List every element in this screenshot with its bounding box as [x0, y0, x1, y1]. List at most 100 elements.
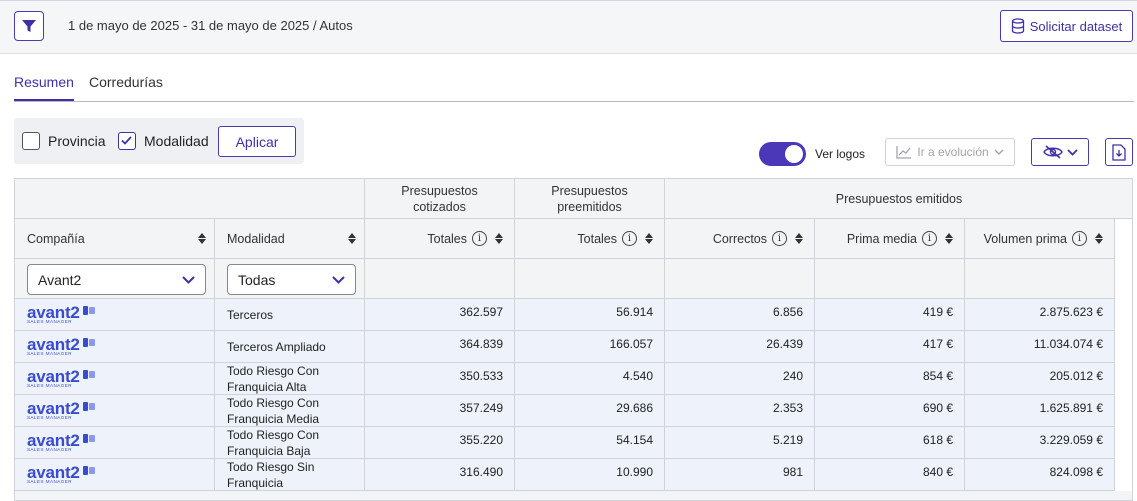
- cell-compania: avant2 SALES MANAGER: [15, 299, 215, 331]
- cell-preemitidos-totales: 54.154: [515, 427, 665, 459]
- sort-icon[interactable]: [1095, 233, 1103, 244]
- request-dataset-label: Solicitar dataset: [1029, 18, 1123, 34]
- modalidad-checkbox[interactable]: [118, 132, 136, 150]
- cell-modalidad: Terceros: [215, 299, 365, 331]
- column-visibility-button[interactable]: [1031, 138, 1089, 166]
- company-logo-text: avant2: [27, 463, 80, 482]
- cell-modalidad: Todo Riesgo Con Franquicia Alta: [215, 363, 365, 395]
- cell-compania: avant2 SALES MANAGER: [15, 427, 215, 459]
- filter-cell-modalidad: Todas: [215, 259, 365, 299]
- column-header-cotizados-totales[interactable]: Totales i: [365, 219, 515, 259]
- modalidad-filter-value: Todas: [238, 271, 276, 288]
- column-header-prima-media[interactable]: Prima media i: [815, 219, 965, 259]
- tab-resumen[interactable]: Resumen: [14, 74, 74, 101]
- chevron-down-icon: [332, 275, 345, 284]
- company-logo-text: avant2: [27, 431, 80, 450]
- cell-cotizados-totales: 350.533: [365, 363, 515, 395]
- cell-correctos: 5.219: [665, 427, 815, 459]
- company-logo-text: avant2: [27, 399, 80, 418]
- cell-preemitidos-totales: 56.914: [515, 299, 665, 331]
- tab-bar: Resumen Corredurías: [14, 72, 1134, 102]
- group-header-cotizados: Presupuestos cotizados: [365, 179, 515, 219]
- provincia-label: Provincia: [48, 133, 106, 149]
- filter-cell-compania: Avant2: [15, 259, 215, 299]
- company-logo-subtext: SALES MANAGER: [27, 415, 73, 420]
- cell-preemitidos-totales: 166.057: [515, 331, 665, 363]
- sort-icon[interactable]: [795, 233, 803, 244]
- go-to-evolution-button[interactable]: Ir a evolución: [885, 138, 1015, 166]
- modalidad-label: Modalidad: [144, 133, 209, 149]
- cell-correctos: 26.439: [665, 331, 815, 363]
- cell-correctos: 240: [665, 363, 815, 395]
- cell-prima-media: 618 €: [815, 427, 965, 459]
- show-logos-toggle[interactable]: [759, 142, 806, 166]
- cell-modalidad: Todo Riesgo Con Franquicia Media: [215, 395, 365, 427]
- sort-icon[interactable]: [495, 233, 503, 244]
- cell-volumen-prima: 3.229.059 €: [965, 427, 1115, 459]
- info-icon[interactable]: i: [622, 231, 637, 246]
- logo-mark-icon: [82, 306, 95, 315]
- cell-volumen-prima: 1.625.891 €: [965, 395, 1115, 427]
- company-logo-text: avant2: [27, 303, 80, 322]
- cell-correctos: 981: [665, 459, 815, 491]
- column-header-compania[interactable]: Compañía: [15, 219, 215, 259]
- compania-filter-select[interactable]: Avant2: [27, 264, 206, 295]
- cell-volumen-prima: 824.098 €: [965, 459, 1115, 491]
- cell-prima-media: 419 €: [815, 299, 965, 331]
- go-to-evolution-label: Ir a evolución: [917, 145, 989, 159]
- column-header-modalidad[interactable]: Modalidad: [215, 219, 365, 259]
- apply-button[interactable]: Aplicar: [218, 126, 296, 157]
- sort-icon[interactable]: [645, 233, 653, 244]
- company-logo: avant2 SALES MANAGER: [27, 303, 95, 324]
- cell-cotizados-totales: 362.597: [365, 299, 515, 331]
- cell-cotizados-totales: 355.220: [365, 427, 515, 459]
- cell-compania: avant2 SALES MANAGER: [15, 331, 215, 363]
- filter-cell-empty: [965, 259, 1115, 299]
- sort-icon[interactable]: [198, 233, 206, 244]
- cell-compania: avant2 SALES MANAGER: [15, 459, 215, 491]
- info-icon[interactable]: i: [772, 231, 787, 246]
- cell-correctos: 2.353: [665, 395, 815, 427]
- cell-cotizados-totales: 357.249: [365, 395, 515, 427]
- column-header-label: Correctos: [712, 231, 767, 246]
- funnel-icon: [22, 20, 36, 32]
- info-icon[interactable]: i: [1072, 231, 1087, 246]
- cell-prima-media: 840 €: [815, 459, 965, 491]
- cell-preemitidos-totales: 4.540: [515, 363, 665, 395]
- filter-cell-empty: [815, 259, 965, 299]
- company-logo-text: avant2: [27, 367, 80, 386]
- filter-button[interactable]: [14, 11, 44, 41]
- logo-mark-icon: [82, 434, 95, 443]
- info-icon[interactable]: i: [472, 231, 487, 246]
- request-dataset-button[interactable]: Solicitar dataset: [1000, 10, 1133, 42]
- company-logo-subtext: SALES MANAGER: [27, 319, 73, 324]
- column-header-preemitidos-totales[interactable]: Totales i: [515, 219, 665, 259]
- sort-icon[interactable]: [348, 233, 356, 244]
- cell-preemitidos-totales: 29.686: [515, 395, 665, 427]
- company-logo: avant2 SALES MANAGER: [27, 431, 95, 452]
- modalidad-filter-select[interactable]: Todas: [227, 264, 356, 295]
- sort-icon[interactable]: [945, 233, 953, 244]
- logo-mark-icon: [82, 338, 95, 347]
- info-icon[interactable]: i: [922, 231, 937, 246]
- logo-mark-icon: [82, 402, 95, 411]
- export-button[interactable]: [1105, 138, 1133, 166]
- tab-corredurias[interactable]: Corredurías: [89, 74, 163, 90]
- column-header-volumen-prima[interactable]: Volumen prima i: [965, 219, 1115, 259]
- compania-filter-value: Avant2: [38, 271, 82, 288]
- top-bar: 1 de mayo de 2025 - 31 de mayo de 2025 /…: [0, 0, 1137, 54]
- column-header-correctos[interactable]: Correctos i: [665, 219, 815, 259]
- check-icon: [121, 136, 132, 145]
- provincia-checkbox[interactable]: [22, 132, 40, 150]
- filter-cell-empty: [365, 259, 515, 299]
- cell-preemitidos-totales: 10.990: [515, 459, 665, 491]
- database-icon: [1011, 18, 1024, 34]
- cell-prima-media: 854 €: [815, 363, 965, 395]
- column-header-label: Modalidad: [227, 231, 285, 246]
- group-header-emitidos: Presupuestos emitidos: [665, 179, 1132, 219]
- cell-modalidad: Terceros Ampliado: [215, 331, 365, 363]
- cell-volumen-prima: 11.034.074 €: [965, 331, 1115, 363]
- horizontal-scrollbar[interactable]: [15, 491, 1132, 500]
- chevron-down-icon: [1066, 148, 1078, 156]
- company-logo-subtext: SALES MANAGER: [27, 447, 73, 452]
